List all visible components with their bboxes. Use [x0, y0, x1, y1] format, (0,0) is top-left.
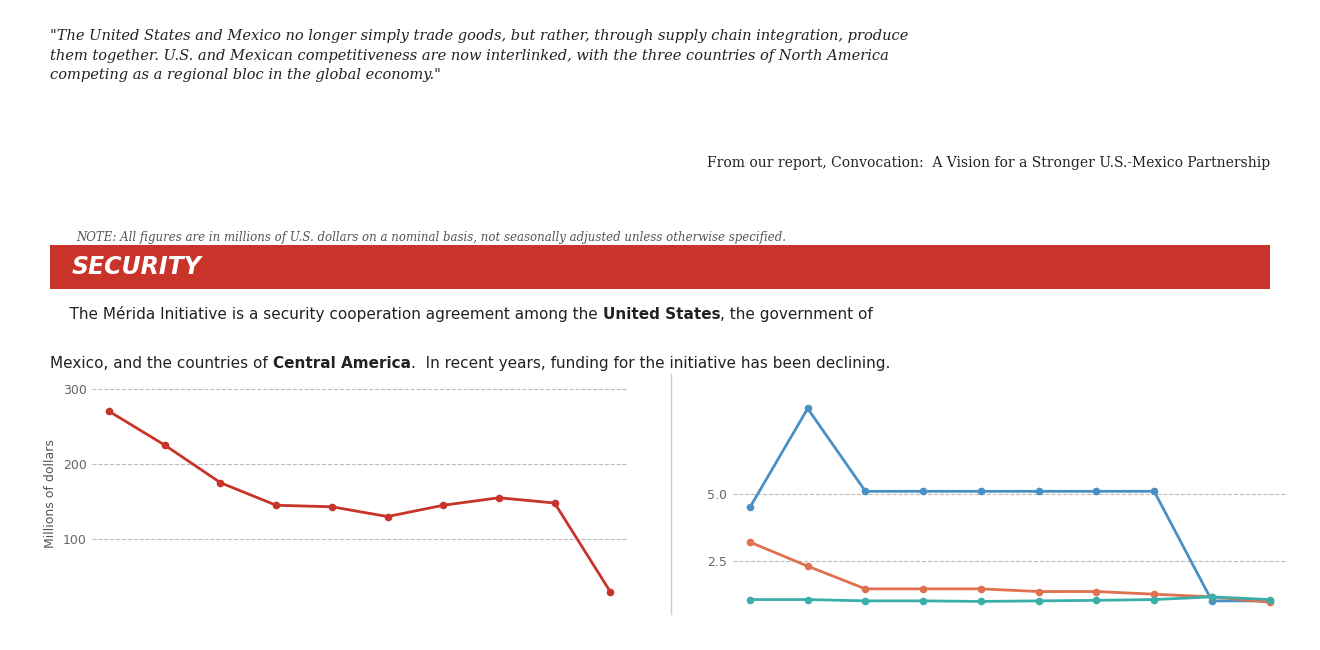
Text: Mexico, and the countries of: Mexico, and the countries of: [50, 356, 273, 370]
Text: is a security cooperation agreement among the: is a security cooperation agreement amon…: [227, 307, 603, 322]
Text: SECURITY: SECURITY: [73, 255, 202, 279]
Text: United States: United States: [603, 307, 721, 322]
Text: , the government of: , the government of: [721, 307, 873, 322]
Text: From our report, Convocation:  A Vision for a Stronger U.S.-Mexico Partnership: From our report, Convocation: A Vision f…: [706, 156, 1270, 170]
Text: Central America: Central America: [273, 356, 411, 370]
Text: .  In recent years, funding for the initiative has been declining.: . In recent years, funding for the initi…: [411, 356, 890, 370]
Text: "The United States and Mexico no longer simply trade goods, but rather, through : "The United States and Mexico no longer …: [50, 29, 908, 83]
Text: The Mérida Initiative: The Mérida Initiative: [50, 307, 227, 322]
Text: NOTE: All figures are in millions of U.S. dollars on a nominal basis, not season: NOTE: All figures are in millions of U.S…: [77, 231, 787, 244]
Y-axis label: Millions of dollars: Millions of dollars: [45, 439, 57, 549]
